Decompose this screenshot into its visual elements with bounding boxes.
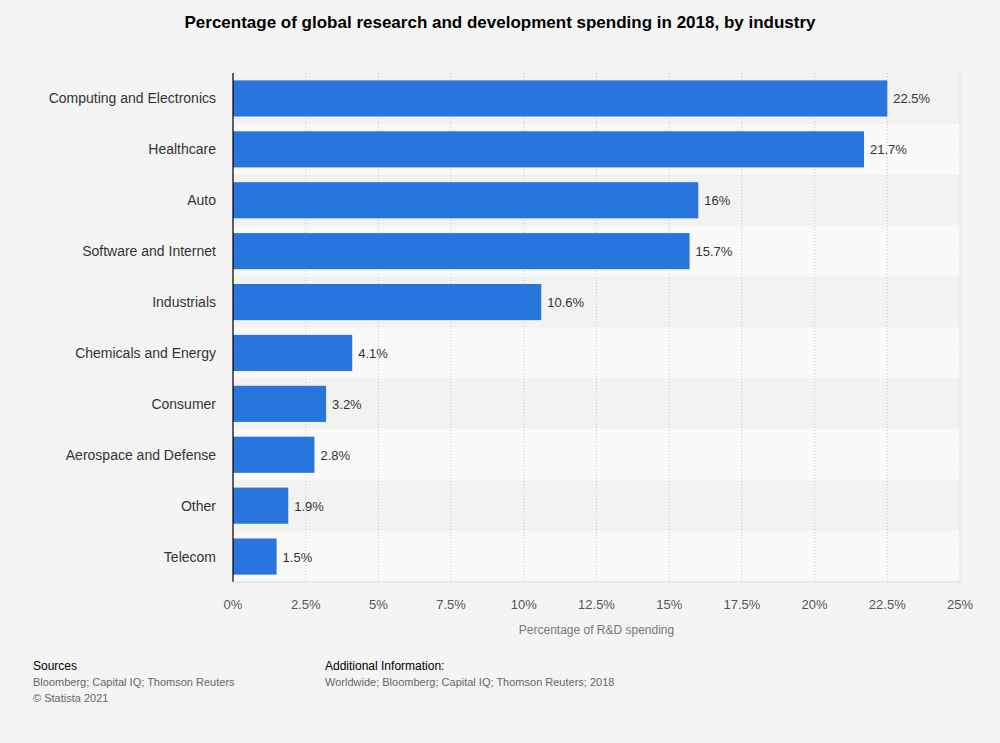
bar (233, 488, 288, 524)
bar (233, 233, 690, 269)
tick-label: 15% (656, 597, 682, 612)
data-label: 3.2% (332, 397, 362, 412)
background (0, 0, 1000, 743)
tick-label: 0% (224, 597, 243, 612)
chart: Percentage of global research and develo… (0, 0, 1000, 743)
axis-line (233, 582, 960, 583)
bar (233, 437, 314, 473)
tick-label: 10% (511, 597, 537, 612)
row-band (233, 124, 960, 175)
category-label: Software and Internet (82, 243, 216, 259)
category-label: Chemicals and Energy (75, 345, 216, 361)
tick-label: 22.5% (869, 597, 906, 612)
row-band (233, 73, 960, 124)
tick-label: 5% (369, 597, 388, 612)
category-label: Telecom (164, 549, 216, 565)
axis-line (232, 73, 233, 582)
axis-title: Percentage of R&D spending (519, 623, 674, 637)
tick-label: 20% (802, 597, 828, 612)
bar (233, 80, 887, 116)
data-label: 10.6% (547, 295, 584, 310)
row-band (233, 226, 960, 277)
bar (233, 335, 352, 371)
grid-line (233, 73, 234, 582)
category-label: Other (181, 498, 216, 514)
category-label: Aerospace and Defense (66, 447, 216, 463)
footer-heading: Additional Information: (325, 659, 444, 673)
grid-line (960, 73, 961, 582)
tick-label: 2.5% (291, 597, 321, 612)
tick-label: 25% (947, 597, 973, 612)
tick-label: 7.5% (436, 597, 466, 612)
tick-label: 17.5% (723, 597, 760, 612)
data-label: 22.5% (893, 91, 930, 106)
bar (233, 182, 698, 218)
category-label: Healthcare (148, 141, 216, 157)
data-label: 2.8% (320, 448, 350, 463)
data-label: 16% (704, 193, 730, 208)
footer-heading: Sources (33, 659, 77, 673)
category-label: Auto (187, 192, 216, 208)
data-label: 15.7% (696, 244, 733, 259)
title: Percentage of global research and develo… (184, 13, 816, 32)
bars (233, 80, 887, 574)
footer-text: © Statista 2021 (33, 692, 108, 704)
bar (233, 538, 277, 574)
tick-label: 12.5% (578, 597, 615, 612)
footer-text: Bloomberg; Capital IQ; Thomson Reuters (33, 676, 235, 688)
bar (233, 131, 864, 167)
data-label: 1.5% (283, 550, 313, 565)
data-label: 1.9% (294, 499, 324, 514)
bar (233, 284, 541, 320)
category-label: Computing and Electronics (49, 90, 216, 106)
data-label: 4.1% (358, 346, 388, 361)
row-band (233, 175, 960, 226)
bar (233, 386, 326, 422)
category-label: Industrials (152, 294, 216, 310)
data-label: 21.7% (870, 142, 907, 157)
category-label: Consumer (151, 396, 216, 412)
footer-text: Worldwide; Bloomberg; Capital IQ; Thomso… (325, 676, 614, 688)
